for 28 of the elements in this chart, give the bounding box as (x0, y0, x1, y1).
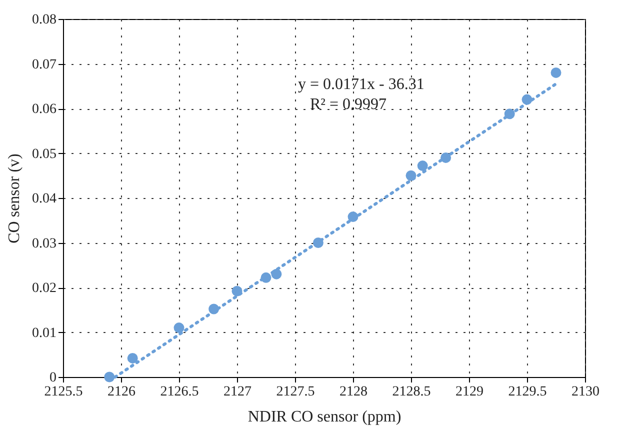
point (127, 352, 138, 364)
y-tick-label: 0.06 (32, 102, 56, 117)
x-tick-label: 2130 (572, 384, 600, 400)
y-tick-label: 0.01 (32, 326, 56, 341)
x-tick-label: 2129.5 (508, 384, 547, 400)
x-tick-label: 2125.5 (44, 384, 83, 400)
annotation: y = 0.0171x - 36.31 (298, 76, 424, 93)
x-tick-label: 2129 (456, 384, 484, 400)
x-tick-label: 2128.5 (392, 384, 431, 400)
annotation: R² = 0.9997 (310, 96, 386, 113)
y-tick-label: 0.05 (32, 146, 56, 162)
y-tick-label: 0.07 (32, 57, 56, 72)
x-tick-label: 2127 (224, 384, 252, 400)
x-tick-label: 2126.5 (160, 384, 199, 400)
y-tick-label: 0.08 (32, 12, 56, 28)
y-tick-label: 0 (50, 370, 56, 386)
y-tick-label: 0.04 (32, 192, 56, 206)
point (417, 160, 428, 172)
x-tick-label: 2128 (340, 384, 368, 400)
point (550, 67, 562, 78)
x-tick-label: 2127.5 (276, 384, 315, 400)
point (174, 322, 184, 334)
x-axis-title: NDIR CO sensor (ppm) (248, 408, 402, 426)
y-tick-label: 0.03 (32, 236, 56, 252)
y-tick-label: 0.02 (32, 281, 56, 296)
y-axis-title: CO sensor (v) (6, 154, 23, 244)
x-tick-label: 2126 (108, 384, 136, 400)
point (104, 372, 115, 382)
